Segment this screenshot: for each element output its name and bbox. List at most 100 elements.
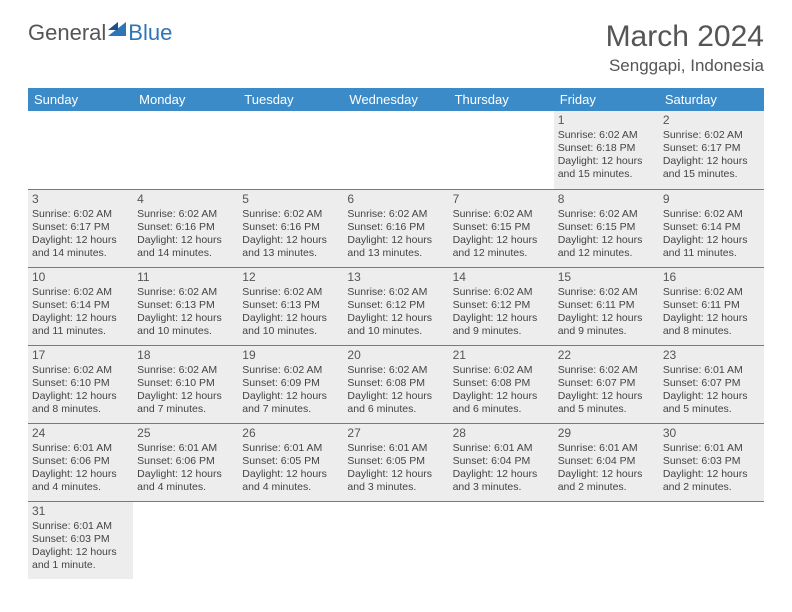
- day-header: Saturday: [659, 88, 764, 111]
- flag-icon: [108, 22, 126, 36]
- sunset-text: Sunset: 6:11 PM: [558, 299, 655, 312]
- day-number: 2: [663, 113, 760, 128]
- sunrise-text: Sunrise: 6:02 AM: [663, 286, 760, 299]
- day-number: 13: [347, 270, 444, 285]
- sunset-text: Sunset: 6:15 PM: [453, 221, 550, 234]
- day-number: 6: [347, 192, 444, 207]
- logo: General Blue: [28, 20, 172, 46]
- calendar-cell: [28, 111, 133, 189]
- sunset-text: Sunset: 6:08 PM: [347, 377, 444, 390]
- calendar-cell: 14Sunrise: 6:02 AMSunset: 6:12 PMDayligh…: [449, 267, 554, 345]
- daylight-text: Daylight: 12 hours and 13 minutes.: [242, 234, 339, 260]
- daylight-text: Daylight: 12 hours and 14 minutes.: [137, 234, 234, 260]
- sunrise-text: Sunrise: 6:02 AM: [453, 364, 550, 377]
- sunset-text: Sunset: 6:14 PM: [32, 299, 129, 312]
- sunset-text: Sunset: 6:03 PM: [663, 455, 760, 468]
- calendar-cell: 26Sunrise: 6:01 AMSunset: 6:05 PMDayligh…: [238, 423, 343, 501]
- day-number: 28: [453, 426, 550, 441]
- day-number: 4: [137, 192, 234, 207]
- sunset-text: Sunset: 6:14 PM: [663, 221, 760, 234]
- day-header: Thursday: [449, 88, 554, 111]
- day-number: 18: [137, 348, 234, 363]
- calendar-cell: [554, 501, 659, 579]
- sunset-text: Sunset: 6:04 PM: [453, 455, 550, 468]
- sunset-text: Sunset: 6:12 PM: [347, 299, 444, 312]
- daylight-text: Daylight: 12 hours and 4 minutes.: [32, 468, 129, 494]
- calendar-cell: 18Sunrise: 6:02 AMSunset: 6:10 PMDayligh…: [133, 345, 238, 423]
- sunrise-text: Sunrise: 6:02 AM: [558, 208, 655, 221]
- day-number: 30: [663, 426, 760, 441]
- calendar-cell: 11Sunrise: 6:02 AMSunset: 6:13 PMDayligh…: [133, 267, 238, 345]
- day-number: 5: [242, 192, 339, 207]
- day-number: 20: [347, 348, 444, 363]
- logo-text-2: Blue: [128, 20, 172, 46]
- calendar-cell: 1Sunrise: 6:02 AMSunset: 6:18 PMDaylight…: [554, 111, 659, 189]
- calendar-cell: 12Sunrise: 6:02 AMSunset: 6:13 PMDayligh…: [238, 267, 343, 345]
- day-number: 11: [137, 270, 234, 285]
- logo-text-1: General: [28, 20, 106, 46]
- day-number: 22: [558, 348, 655, 363]
- calendar-cell: 19Sunrise: 6:02 AMSunset: 6:09 PMDayligh…: [238, 345, 343, 423]
- day-header: Monday: [133, 88, 238, 111]
- sunrise-text: Sunrise: 6:02 AM: [347, 286, 444, 299]
- calendar-cell: 25Sunrise: 6:01 AMSunset: 6:06 PMDayligh…: [133, 423, 238, 501]
- sunset-text: Sunset: 6:17 PM: [663, 142, 760, 155]
- daylight-text: Daylight: 12 hours and 2 minutes.: [663, 468, 760, 494]
- daylight-text: Daylight: 12 hours and 1 minute.: [32, 546, 129, 572]
- calendar-cell: [238, 111, 343, 189]
- calendar-cell: 3Sunrise: 6:02 AMSunset: 6:17 PMDaylight…: [28, 189, 133, 267]
- day-number: 3: [32, 192, 129, 207]
- calendar-cell: 29Sunrise: 6:01 AMSunset: 6:04 PMDayligh…: [554, 423, 659, 501]
- daylight-text: Daylight: 12 hours and 5 minutes.: [558, 390, 655, 416]
- title-block: March 2024 Senggapi, Indonesia: [606, 20, 764, 76]
- calendar-cell: 9Sunrise: 6:02 AMSunset: 6:14 PMDaylight…: [659, 189, 764, 267]
- sunset-text: Sunset: 6:06 PM: [32, 455, 129, 468]
- location: Senggapi, Indonesia: [606, 56, 764, 76]
- day-header: Friday: [554, 88, 659, 111]
- calendar-cell: 21Sunrise: 6:02 AMSunset: 6:08 PMDayligh…: [449, 345, 554, 423]
- sunset-text: Sunset: 6:06 PM: [137, 455, 234, 468]
- calendar-cell: 4Sunrise: 6:02 AMSunset: 6:16 PMDaylight…: [133, 189, 238, 267]
- daylight-text: Daylight: 12 hours and 3 minutes.: [347, 468, 444, 494]
- calendar-cell: [343, 111, 448, 189]
- calendar-cell: 24Sunrise: 6:01 AMSunset: 6:06 PMDayligh…: [28, 423, 133, 501]
- sunrise-text: Sunrise: 6:02 AM: [32, 208, 129, 221]
- calendar-cell: 17Sunrise: 6:02 AMSunset: 6:10 PMDayligh…: [28, 345, 133, 423]
- sunrise-text: Sunrise: 6:02 AM: [558, 364, 655, 377]
- sunrise-text: Sunrise: 6:01 AM: [558, 442, 655, 455]
- sunrise-text: Sunrise: 6:02 AM: [453, 286, 550, 299]
- sunrise-text: Sunrise: 6:02 AM: [137, 364, 234, 377]
- calendar-cell: 22Sunrise: 6:02 AMSunset: 6:07 PMDayligh…: [554, 345, 659, 423]
- sunset-text: Sunset: 6:08 PM: [453, 377, 550, 390]
- day-number: 1: [558, 113, 655, 128]
- calendar-cell: 16Sunrise: 6:02 AMSunset: 6:11 PMDayligh…: [659, 267, 764, 345]
- daylight-text: Daylight: 12 hours and 12 minutes.: [453, 234, 550, 260]
- sunrise-text: Sunrise: 6:02 AM: [137, 208, 234, 221]
- day-number: 19: [242, 348, 339, 363]
- calendar-cell: [449, 111, 554, 189]
- daylight-text: Daylight: 12 hours and 6 minutes.: [453, 390, 550, 416]
- day-header: Sunday: [28, 88, 133, 111]
- daylight-text: Daylight: 12 hours and 11 minutes.: [663, 234, 760, 260]
- calendar-table: SundayMondayTuesdayWednesdayThursdayFrid…: [28, 88, 764, 579]
- daylight-text: Daylight: 12 hours and 15 minutes.: [558, 155, 655, 181]
- day-number: 14: [453, 270, 550, 285]
- sunset-text: Sunset: 6:16 PM: [242, 221, 339, 234]
- calendar-cell: 10Sunrise: 6:02 AMSunset: 6:14 PMDayligh…: [28, 267, 133, 345]
- sunrise-text: Sunrise: 6:02 AM: [453, 208, 550, 221]
- daylight-text: Daylight: 12 hours and 3 minutes.: [453, 468, 550, 494]
- sunset-text: Sunset: 6:09 PM: [242, 377, 339, 390]
- day-number: 9: [663, 192, 760, 207]
- sunrise-text: Sunrise: 6:01 AM: [663, 364, 760, 377]
- month-title: March 2024: [606, 20, 764, 54]
- sunrise-text: Sunrise: 6:01 AM: [137, 442, 234, 455]
- day-number: 10: [32, 270, 129, 285]
- calendar-body: 1Sunrise: 6:02 AMSunset: 6:18 PMDaylight…: [28, 111, 764, 579]
- sunrise-text: Sunrise: 6:01 AM: [32, 520, 129, 533]
- sunset-text: Sunset: 6:05 PM: [242, 455, 339, 468]
- sunset-text: Sunset: 6:16 PM: [347, 221, 444, 234]
- calendar-cell: 27Sunrise: 6:01 AMSunset: 6:05 PMDayligh…: [343, 423, 448, 501]
- daylight-text: Daylight: 12 hours and 13 minutes.: [347, 234, 444, 260]
- calendar-cell: 7Sunrise: 6:02 AMSunset: 6:15 PMDaylight…: [449, 189, 554, 267]
- calendar-cell: 6Sunrise: 6:02 AMSunset: 6:16 PMDaylight…: [343, 189, 448, 267]
